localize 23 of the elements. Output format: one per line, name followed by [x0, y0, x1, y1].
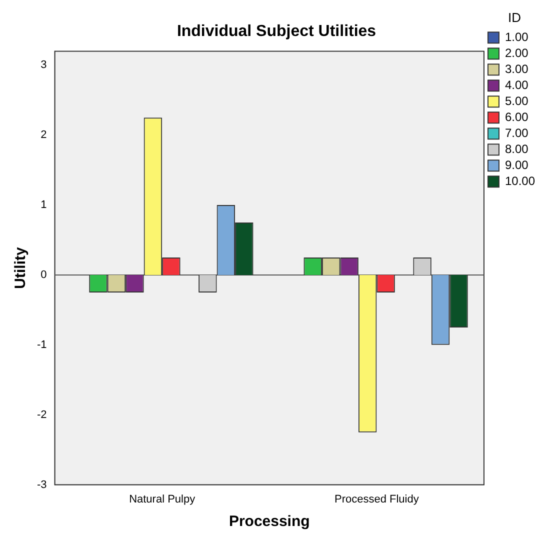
- y-tick-label: -1: [37, 338, 47, 351]
- legend-label: 8.00: [504, 142, 529, 156]
- x-tick-label: Processed Fluidy: [334, 493, 420, 506]
- legend-label: 4.00: [504, 78, 529, 92]
- legend-label: 3.00: [504, 62, 529, 76]
- y-tick-label: 3: [40, 59, 47, 72]
- y-tick-label: 1: [40, 199, 47, 212]
- legend-label: 5.00: [504, 94, 529, 108]
- y-tick-label: 2: [40, 129, 47, 142]
- x-tick-label: Natural Pulpy: [129, 493, 196, 506]
- legend-label: 9.00: [504, 158, 529, 172]
- legend-label: 7.00: [504, 126, 529, 140]
- y-tick-label: 0: [40, 269, 47, 282]
- legend-label: 6.00: [504, 110, 529, 124]
- legend-title: ID: [508, 10, 521, 26]
- x-axis-title: Processing: [228, 513, 310, 530]
- legend-label: 10.00: [504, 174, 536, 188]
- y-tick-label: -2: [37, 408, 47, 421]
- chart-title: Individual Subject Utilities: [176, 23, 376, 40]
- y-axis-title: Utility: [12, 246, 30, 289]
- legend-label: 2.00: [504, 46, 529, 60]
- legend-label: 1.00: [504, 30, 529, 44]
- y-tick-label: -3: [37, 478, 47, 491]
